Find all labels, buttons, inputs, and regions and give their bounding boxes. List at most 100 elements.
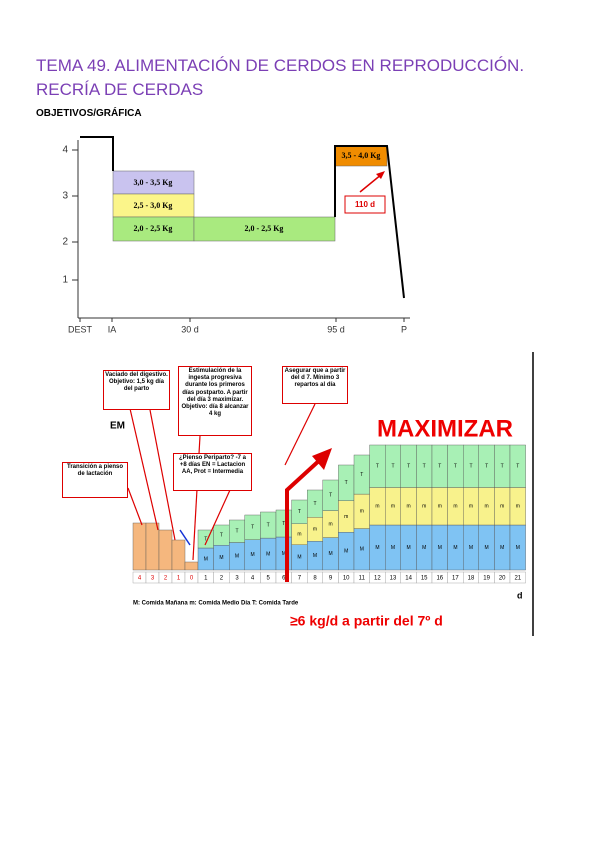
cell-label: M <box>329 551 333 557</box>
day-label: 3 <box>235 576 239 582</box>
cell <box>171 539 186 571</box>
cell-label: T <box>485 464 488 470</box>
day-label: 9 <box>329 576 333 582</box>
cell-label: T <box>220 532 223 538</box>
box-label: 3,0 - 3,5 Kg <box>134 178 173 187</box>
curve <box>334 145 405 299</box>
box-label: 2,0 - 2,5 Kg <box>245 224 284 233</box>
day-label: 0 <box>190 576 194 582</box>
cell <box>184 561 199 571</box>
cell-label: M <box>469 545 473 551</box>
day-label: 1 <box>177 576 181 582</box>
arrow <box>359 173 383 193</box>
callout: Estimulación de la ingesta progresiva du… <box>178 366 252 436</box>
day-label: 18 <box>468 576 475 582</box>
x-tick-label: IA <box>108 324 117 334</box>
chart-grid: 4 3 2 1 0MT1MT2MT3MT4MT5MT6MmT7MmT8MmT9MmT10… <box>132 444 526 584</box>
callout: Transición a pienso de lactación <box>62 462 128 498</box>
x-tick-label: 30 d <box>181 324 199 334</box>
box <box>112 216 195 242</box>
cell-label: M <box>266 551 270 557</box>
y-tick-label: 4 <box>62 145 68 156</box>
cell-label: T <box>313 501 316 507</box>
x-tick-label: P <box>401 324 407 334</box>
day-label: 14 <box>405 576 412 582</box>
box-label: 3,5 - 4,0 Kg <box>342 151 381 160</box>
cell-label: M <box>360 547 364 553</box>
cell <box>509 444 526 488</box>
cell-label: T <box>345 480 348 486</box>
cell-label: T <box>407 464 410 470</box>
unit: d <box>517 590 523 600</box>
cell-label: M <box>297 555 301 561</box>
day-label: 13 <box>390 576 397 582</box>
cell-label: T <box>204 536 207 542</box>
day-cell <box>509 571 526 584</box>
cell-label: M <box>282 551 286 557</box>
subtitle: RECRÍA DE CERDAS <box>36 80 204 99</box>
day-label: 16 <box>436 576 443 582</box>
curve <box>80 136 114 171</box>
cell-label: M <box>391 545 395 551</box>
day-label: 20 <box>499 576 506 582</box>
cell-label: M <box>516 545 520 551</box>
cell-label: T <box>501 464 504 470</box>
y-tick-label: 1 <box>62 275 68 286</box>
box-label: 2,0 - 2,5 Kg <box>134 224 173 233</box>
day-label: 17 <box>452 576 459 582</box>
x-tick-label: DEST <box>68 324 93 334</box>
cell-label: m <box>422 504 426 510</box>
day-label: 15 <box>421 576 428 582</box>
cell-label: m <box>391 504 395 510</box>
cell-label: T <box>267 522 270 528</box>
cell-label: T <box>282 521 285 527</box>
cell-label: M <box>344 548 348 554</box>
day-label: 8 <box>313 576 317 582</box>
cell-label: T <box>391 464 394 470</box>
arrow-head <box>376 171 385 179</box>
day-label: 12 <box>374 576 381 582</box>
big-arrow <box>285 456 324 582</box>
note-box <box>344 195 386 214</box>
headline: MAXIMIZAR <box>377 415 513 442</box>
cell-label: M <box>235 554 239 560</box>
day-label: 6 <box>282 576 286 582</box>
box-label: 2,5 - 3,0 Kg <box>134 201 173 210</box>
cell-label: T <box>438 464 441 470</box>
cell-label: T <box>251 525 254 531</box>
cell-label: T <box>235 529 238 535</box>
cell-label: m <box>297 532 301 538</box>
cell <box>132 522 147 571</box>
cell-label: M <box>375 545 379 551</box>
cell-label: T <box>454 464 457 470</box>
cell-label: T <box>469 464 472 470</box>
cell-label: M <box>485 545 489 551</box>
callout: ¿Pienso Periparto? -7 a +8 días EN = Lac… <box>173 453 252 491</box>
day-label: 1 <box>204 576 208 582</box>
cell-label: T <box>516 464 519 470</box>
day-label: 7 <box>298 576 302 582</box>
cell-label: m <box>344 514 348 520</box>
line <box>179 529 191 546</box>
cell-label: M <box>219 555 223 561</box>
day-label: 2 <box>220 576 224 582</box>
cell-label: m <box>313 527 317 533</box>
cell-label: m <box>438 504 442 510</box>
cell-label: T <box>298 509 301 515</box>
footer: ≥6 kg/d a partir del 7º d <box>290 613 443 629</box>
cell-label: M <box>500 545 504 551</box>
day-label: 4 <box>251 576 255 582</box>
day-label: 5 <box>267 576 271 582</box>
cell-label: T <box>360 472 363 478</box>
legend: M: Comida Mañana m: Comida Medio Día T: … <box>133 601 299 607</box>
cell-label: m <box>469 504 473 510</box>
cell-label: m <box>453 504 457 510</box>
day-label: 10 <box>343 576 350 582</box>
cell-label: T <box>376 464 379 470</box>
cell-label: m <box>485 504 489 510</box>
day-label: 4 <box>138 576 142 582</box>
cell-label: m <box>407 504 411 510</box>
cell-label: M <box>438 545 442 551</box>
